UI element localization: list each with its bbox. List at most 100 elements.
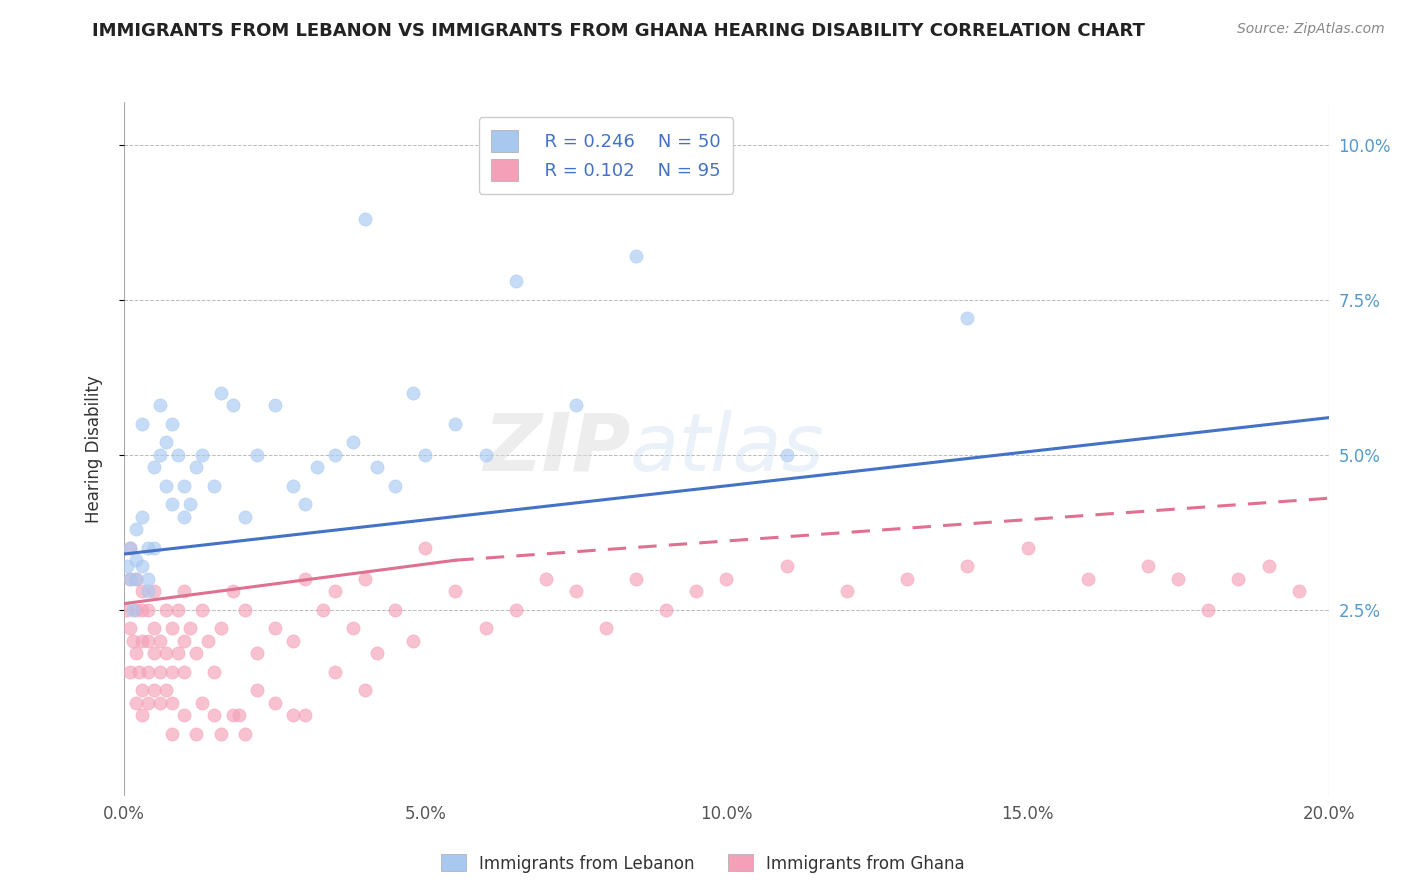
Point [122, 633, 145, 648]
Point [186, 646, 208, 660]
Point [444, 417, 467, 431]
Point [204, 479, 226, 493]
Point [221, 708, 243, 723]
Point [131, 559, 153, 574]
Point [263, 398, 285, 412]
Point [1257, 559, 1279, 574]
Point [120, 621, 142, 635]
Point [162, 665, 184, 679]
Point [162, 417, 184, 431]
Point [131, 417, 153, 431]
Point [323, 448, 346, 462]
Y-axis label: Hearing Disability: Hearing Disability [86, 375, 103, 523]
Point [233, 509, 256, 524]
Point [155, 646, 177, 660]
Point [716, 572, 738, 586]
Point [366, 646, 388, 660]
Point [149, 696, 172, 710]
Point [228, 708, 250, 723]
Point [444, 584, 467, 599]
Point [115, 603, 138, 617]
Point [131, 683, 153, 698]
Point [167, 603, 190, 617]
Point [294, 497, 316, 511]
Point [1288, 584, 1310, 599]
Point [233, 603, 256, 617]
Point [402, 633, 425, 648]
Point [354, 572, 377, 586]
Point [505, 274, 527, 288]
Legend:   R = 0.246    N = 50,   R = 0.102    N = 95: R = 0.246 N = 50, R = 0.102 N = 95 [479, 118, 733, 194]
Point [354, 683, 377, 698]
Point [136, 541, 159, 555]
Point [209, 621, 232, 635]
Point [204, 665, 226, 679]
Point [221, 584, 243, 599]
Point [384, 603, 406, 617]
Point [384, 479, 406, 493]
Point [149, 398, 172, 412]
Point [1137, 559, 1160, 574]
Point [162, 621, 184, 635]
Point [143, 460, 166, 475]
Point [281, 479, 304, 493]
Point [685, 584, 707, 599]
Point [342, 621, 364, 635]
Point [294, 708, 316, 723]
Point [323, 665, 346, 679]
Text: ZIP: ZIP [482, 409, 630, 488]
Point [155, 479, 177, 493]
Point [136, 696, 159, 710]
Point [281, 633, 304, 648]
Point [366, 460, 388, 475]
Point [125, 646, 148, 660]
Point [120, 572, 142, 586]
Point [956, 559, 979, 574]
Point [505, 603, 527, 617]
Point [835, 584, 858, 599]
Point [115, 559, 138, 574]
Point [263, 696, 285, 710]
Point [655, 603, 678, 617]
Point [125, 572, 148, 586]
Point [131, 603, 153, 617]
Point [173, 509, 195, 524]
Point [402, 385, 425, 400]
Point [173, 584, 195, 599]
Point [167, 448, 190, 462]
Point [1167, 572, 1189, 586]
Point [956, 311, 979, 326]
Point [294, 572, 316, 586]
Point [125, 553, 148, 567]
Point [136, 633, 159, 648]
Point [143, 541, 166, 555]
Point [209, 727, 232, 741]
Point [173, 633, 195, 648]
Point [173, 479, 195, 493]
Point [246, 646, 269, 660]
Point [143, 646, 166, 660]
Point [136, 665, 159, 679]
Point [143, 621, 166, 635]
Point [209, 385, 232, 400]
Point [312, 603, 335, 617]
Point [305, 460, 328, 475]
Point [125, 696, 148, 710]
Point [162, 696, 184, 710]
Point [474, 621, 496, 635]
Point [131, 633, 153, 648]
Point [191, 696, 214, 710]
Point [197, 633, 219, 648]
Point [233, 727, 256, 741]
Text: IMMIGRANTS FROM LEBANON VS IMMIGRANTS FROM GHANA HEARING DISABILITY CORRELATION : IMMIGRANTS FROM LEBANON VS IMMIGRANTS FR… [93, 22, 1144, 40]
Point [128, 665, 150, 679]
Point [149, 448, 172, 462]
Point [413, 448, 436, 462]
Point [120, 665, 142, 679]
Point [534, 572, 557, 586]
Point [120, 572, 142, 586]
Point [221, 398, 243, 412]
Point [149, 665, 172, 679]
Point [125, 522, 148, 536]
Point [125, 603, 148, 617]
